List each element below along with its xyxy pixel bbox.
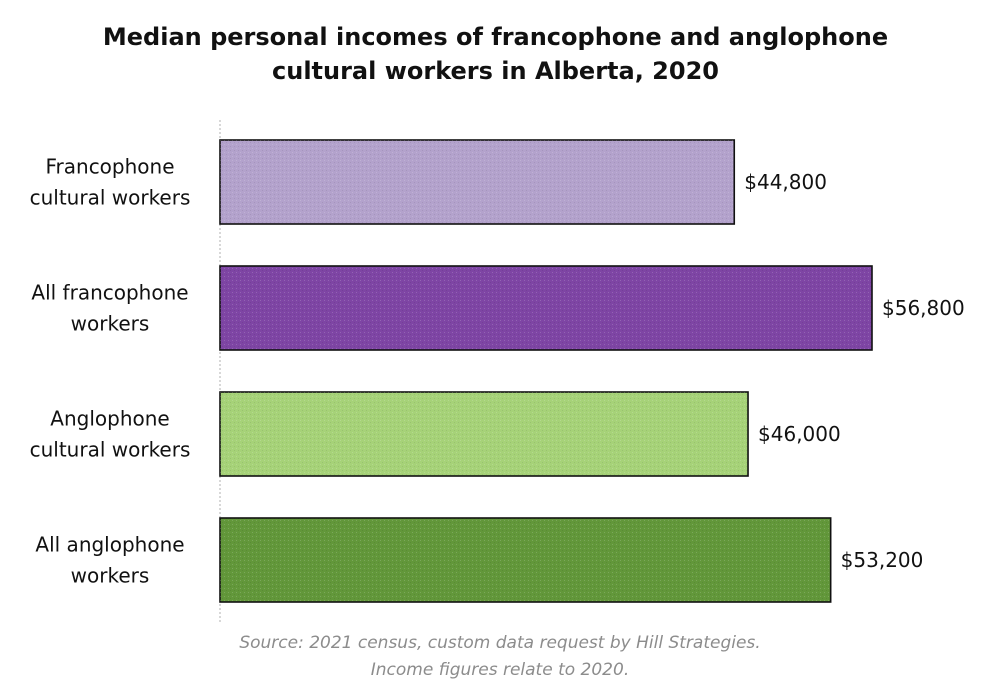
source-line-2: Income figures relate to 2020.: [370, 660, 630, 680]
source-line-1: Source: 2021 census, custom data request…: [239, 633, 761, 653]
chart-title: Median personal incomes of francophone a…: [80, 20, 911, 88]
chart-title-line-2: cultural workers in Alberta, 2020: [272, 57, 719, 85]
value-label-3: $46,000: [758, 422, 841, 446]
category-label-3-line-1: Anglophone: [50, 407, 169, 431]
category-label-3: Anglophone cultural workers: [30, 407, 191, 462]
value-label-1: $44,800: [744, 170, 827, 194]
bar-4: [219, 517, 832, 603]
category-label-1-line-2: cultural workers: [30, 186, 191, 210]
value-label-2: $56,800: [882, 296, 965, 320]
category-label-4-line-1: All anglophone: [35, 533, 184, 557]
category-label-2-line-2: workers: [71, 312, 150, 336]
bar-1: [219, 139, 736, 225]
value-label-4: $53,200: [841, 548, 924, 572]
category-label-4-line-2: workers: [71, 564, 150, 588]
bars-group: $44,800 Francophone cultural workers $56,80…: [30, 139, 965, 603]
category-label-2-line-1: All francophone: [31, 281, 188, 305]
source-note: Source: 2021 census, custom data request…: [150, 630, 850, 684]
category-label-2: All francophone workers: [31, 281, 188, 336]
category-label-3-line-2: cultural workers: [30, 438, 191, 462]
bar-2: [219, 265, 873, 351]
chart-title-line-1: Median personal incomes of francophone a…: [102, 23, 889, 51]
category-label-1-line-1: Francophone: [45, 155, 174, 179]
category-label-1: Francophone cultural workers: [30, 155, 191, 210]
bar-3: [219, 391, 749, 477]
category-label-4: All anglophone workers: [35, 533, 184, 588]
